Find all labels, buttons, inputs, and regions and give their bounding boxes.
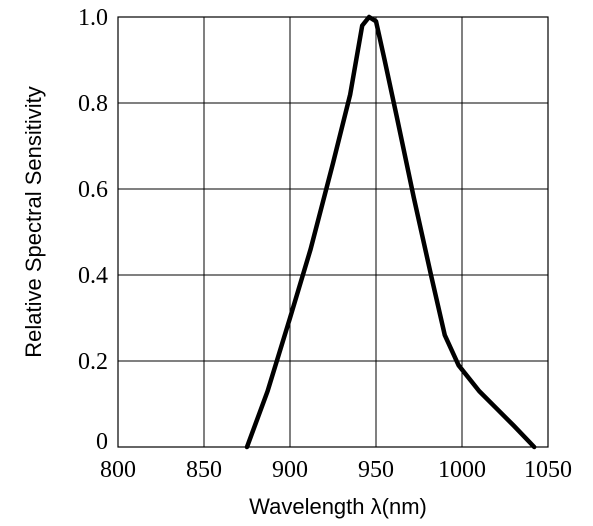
y-tick-labels: 0 0.2 0.4 0.6 0.8 1.0 <box>78 5 108 455</box>
x-axis-label: Wavelength λ(nm) <box>249 494 427 519</box>
y-tick-label: 0.4 <box>78 263 108 289</box>
y-tick-label: 0.2 <box>78 349 108 375</box>
y-tick-label: 0 <box>96 429 108 455</box>
plot-frame <box>117 16 549 448</box>
sensitivity-curve <box>244 14 537 450</box>
y-tick-label: 0.6 <box>78 177 108 203</box>
y-tick-label: 0.8 <box>78 91 108 117</box>
y-tick-label: 1.0 <box>78 5 108 31</box>
x-tick-label: 950 <box>358 457 394 483</box>
x-tick-label: 850 <box>186 457 222 483</box>
grid <box>118 17 548 447</box>
y-axis-label: Relative Spectral Sensitivity <box>21 86 46 357</box>
x-tick-label: 900 <box>272 457 308 483</box>
x-tick-label: 800 <box>100 457 136 483</box>
x-tick-label: 1050 <box>524 457 572 483</box>
x-tick-label: 1000 <box>438 457 486 483</box>
x-tick-labels: 800 850 900 950 1000 1050 <box>100 457 572 483</box>
